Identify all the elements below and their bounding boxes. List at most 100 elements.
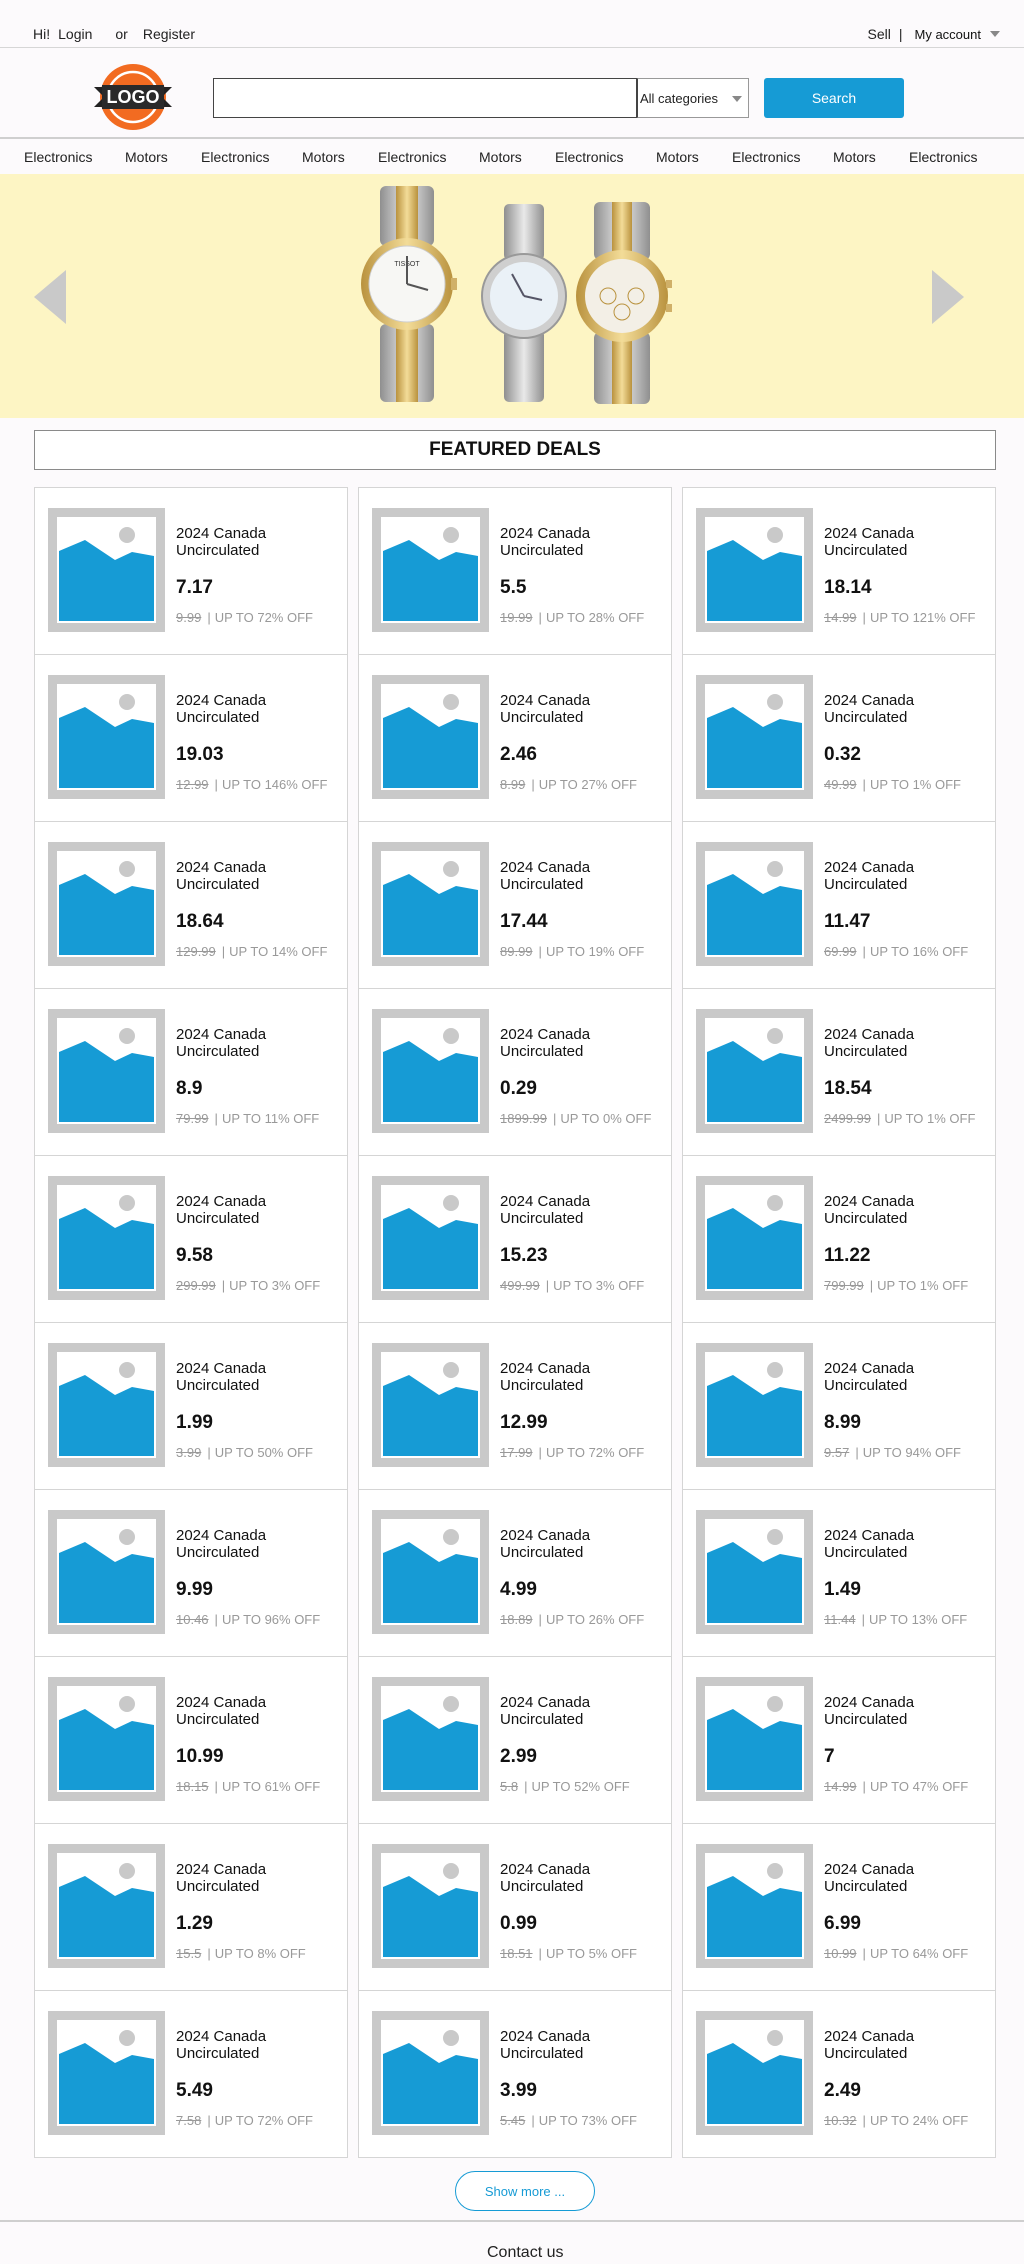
discount-text: UP TO 72% OFF bbox=[214, 2113, 313, 2128]
product-price: 4.99 bbox=[500, 1579, 537, 1600]
category-link[interactable]: Electronics bbox=[201, 149, 270, 165]
product-card[interactable]: 2024 Canada Uncirculated 2.46 8.99 | UP TO 2… bbox=[358, 654, 672, 822]
image-placeholder-icon bbox=[696, 1343, 813, 1467]
product-price: 3.99 bbox=[500, 2080, 537, 2101]
category-link[interactable]: Motors bbox=[479, 149, 522, 165]
product-card[interactable]: 2024 Canada Uncirculated 0.99 18.51 | UP TO … bbox=[358, 1823, 672, 1991]
search-input[interactable] bbox=[213, 78, 637, 118]
product-card[interactable]: 2024 Canada Uncirculated 18.64 129.99 | UP T… bbox=[34, 821, 348, 989]
image-placeholder-icon bbox=[48, 1343, 165, 1467]
category-link[interactable]: Motors bbox=[656, 149, 699, 165]
product-name: 2024 Canada Uncirculated bbox=[500, 1026, 591, 1060]
product-card[interactable]: 2024 Canada Uncirculated 2.49 10.32 | UP TO … bbox=[682, 1990, 996, 2158]
category-link[interactable]: Electronics bbox=[909, 149, 978, 165]
discount-text: UP TO 1% OFF bbox=[884, 1111, 976, 1126]
product-name: 2024 Canada Uncirculated bbox=[176, 859, 267, 893]
product-card[interactable]: 2024 Canada Uncirculated 5.49 7.58 | UP TO 7… bbox=[34, 1990, 348, 2158]
product-card[interactable]: 2024 Canada Uncirculated 8.9 79.99 | UP TO 1… bbox=[34, 988, 348, 1156]
product-price: 5.49 bbox=[176, 2080, 213, 2101]
product-card[interactable]: 2024 Canada Uncirculated 4.99 18.89 | UP TO … bbox=[358, 1489, 672, 1657]
product-card[interactable]: 2024 Canada Uncirculated 5.5 19.99 | UP TO 2… bbox=[358, 487, 672, 655]
original-price: 19.99 bbox=[500, 610, 533, 625]
product-price: 7 bbox=[824, 1746, 835, 1767]
image-placeholder-icon bbox=[372, 842, 489, 966]
category-link[interactable]: Motors bbox=[833, 149, 876, 165]
product-deal: 19.99 | UP TO 28% OFF bbox=[500, 610, 644, 625]
separator: | bbox=[207, 2113, 211, 2128]
discount-text: UP TO 28% OFF bbox=[545, 610, 645, 625]
product-card[interactable]: 2024 Canada Uncirculated 9.99 10.46 | UP TO … bbox=[34, 1489, 348, 1657]
product-card[interactable]: 2024 Canada Uncirculated 0.29 1899.99 | UP T… bbox=[358, 988, 672, 1156]
original-price: 49.99 bbox=[824, 777, 857, 792]
category-link[interactable]: Motors bbox=[302, 149, 345, 165]
product-deal: 5.45 | UP TO 73% OFF bbox=[500, 2113, 637, 2128]
product-card[interactable]: 2024 Canada Uncirculated 7.17 9.99 | UP TO 7… bbox=[34, 487, 348, 655]
product-card[interactable]: 2024 Canada Uncirculated 12.99 17.99 | UP TO… bbox=[358, 1322, 672, 1490]
product-card[interactable]: 2024 Canada Uncirculated 9.58 299.99 | UP TO… bbox=[34, 1155, 348, 1323]
product-card[interactable]: 2024 Canada Uncirculated 2.99 5.8 | UP TO 52… bbox=[358, 1656, 672, 1824]
register-link[interactable]: Register bbox=[142, 26, 195, 42]
image-placeholder-icon bbox=[48, 1510, 165, 1634]
product-card[interactable]: 2024 Canada Uncirculated 19.03 12.99 | UP TO… bbox=[34, 654, 348, 822]
category-link[interactable]: Electronics bbox=[24, 149, 93, 165]
show-more-button[interactable]: Show more ... bbox=[455, 2171, 595, 2211]
product-card[interactable]: 2024 Canada Uncirculated 15.23 499.99 | UP T… bbox=[358, 1155, 672, 1323]
product-card[interactable]: 2024 Canada Uncirculated 11.47 69.99 | UP TO… bbox=[682, 821, 996, 989]
sell-link[interactable]: Sell bbox=[867, 26, 891, 42]
product-name: 2024 Canada Uncirculated bbox=[176, 1026, 267, 1060]
product-card[interactable]: 2024 Canada Uncirculated 10.99 18.15 | UP TO… bbox=[34, 1656, 348, 1824]
separator: | bbox=[207, 1445, 211, 1460]
product-price: 2.99 bbox=[500, 1746, 537, 1767]
product-card[interactable]: 2024 Canada Uncirculated 17.44 89.99 | UP TO… bbox=[358, 821, 672, 989]
product-card[interactable]: 2024 Canada Uncirculated 1.49 11.44 | UP TO … bbox=[682, 1489, 996, 1657]
product-name: 2024 Canada Uncirculated bbox=[500, 1694, 591, 1728]
contact-us-link[interactable]: Contact us bbox=[487, 2244, 564, 2261]
product-deal: 14.99 | UP TO 121% OFF bbox=[824, 610, 975, 625]
discount-text: UP TO 14% OFF bbox=[229, 944, 328, 959]
greeting-area: Hi! Login or Register bbox=[33, 26, 195, 42]
hero-banner: TISSOT bbox=[0, 174, 1024, 418]
original-price: 79.99 bbox=[176, 1111, 209, 1126]
product-card[interactable]: 2024 Canada Uncirculated 18.14 14.99 | UP TO… bbox=[682, 487, 996, 655]
product-deal: 11.44 | UP TO 13% OFF bbox=[824, 1612, 967, 1627]
category-link[interactable]: Electronics bbox=[732, 149, 801, 165]
original-price: 14.99 bbox=[824, 610, 857, 625]
image-placeholder-icon bbox=[372, 1176, 489, 1300]
chevron-down-icon[interactable] bbox=[990, 31, 1000, 37]
product-card[interactable]: 2024 Canada Uncirculated 1.99 3.99 | UP TO 5… bbox=[34, 1322, 348, 1490]
separator: | bbox=[877, 1111, 881, 1126]
product-deal: 8.99 | UP TO 27% OFF bbox=[500, 777, 637, 792]
product-card[interactable]: 2024 Canada Uncirculated 1.29 15.5 | UP TO 8… bbox=[34, 1823, 348, 1991]
triangle-right-icon[interactable] bbox=[932, 270, 964, 324]
product-deal: 69.99 | UP TO 16% OFF bbox=[824, 944, 968, 959]
separator: | bbox=[538, 944, 542, 959]
discount-text: UP TO 61% OFF bbox=[221, 1779, 321, 1794]
separator: | bbox=[207, 610, 211, 625]
product-card[interactable]: 2024 Canada Uncirculated 3.99 5.45 | UP TO 7… bbox=[358, 1990, 672, 2158]
image-placeholder-icon bbox=[372, 1343, 489, 1467]
product-card[interactable]: 2024 Canada Uncirculated 8.99 9.57 | UP TO 9… bbox=[682, 1322, 996, 1490]
triangle-left-icon[interactable] bbox=[34, 270, 66, 324]
image-placeholder-icon bbox=[372, 1677, 489, 1801]
category-link[interactable]: Electronics bbox=[555, 149, 624, 165]
product-card[interactable]: 2024 Canada Uncirculated 18.54 2499.99 | UP … bbox=[682, 988, 996, 1156]
category-select[interactable]: All categories bbox=[637, 78, 749, 118]
category-link[interactable]: Electronics bbox=[378, 149, 447, 165]
category-link[interactable]: Motors bbox=[125, 149, 168, 165]
my-account-menu[interactable]: My account bbox=[914, 26, 981, 42]
image-placeholder-icon bbox=[48, 1176, 165, 1300]
product-card[interactable]: 2024 Canada Uncirculated 0.32 49.99 | UP TO … bbox=[682, 654, 996, 822]
original-price: 69.99 bbox=[824, 944, 857, 959]
product-card[interactable]: 2024 Canada Uncirculated 6.99 10.99 | UP TO … bbox=[682, 1823, 996, 1991]
product-price: 18.14 bbox=[824, 577, 872, 598]
product-card[interactable]: 2024 Canada Uncirculated 11.22 799.99 | UP T… bbox=[682, 1155, 996, 1323]
product-deal: 12.99 | UP TO 146% OFF bbox=[176, 777, 327, 792]
login-link[interactable]: Login bbox=[58, 26, 93, 42]
product-card[interactable]: 2024 Canada Uncirculated 7 14.99 | UP TO 47%… bbox=[682, 1656, 996, 1824]
discount-text: UP TO 16% OFF bbox=[869, 944, 969, 959]
logo[interactable]: LOGO bbox=[94, 63, 172, 131]
original-price: 2499.99 bbox=[824, 1111, 871, 1126]
product-deal: 89.99 | UP TO 19% OFF bbox=[500, 944, 644, 959]
search-button[interactable]: Search bbox=[764, 78, 904, 118]
separator: | bbox=[538, 610, 542, 625]
